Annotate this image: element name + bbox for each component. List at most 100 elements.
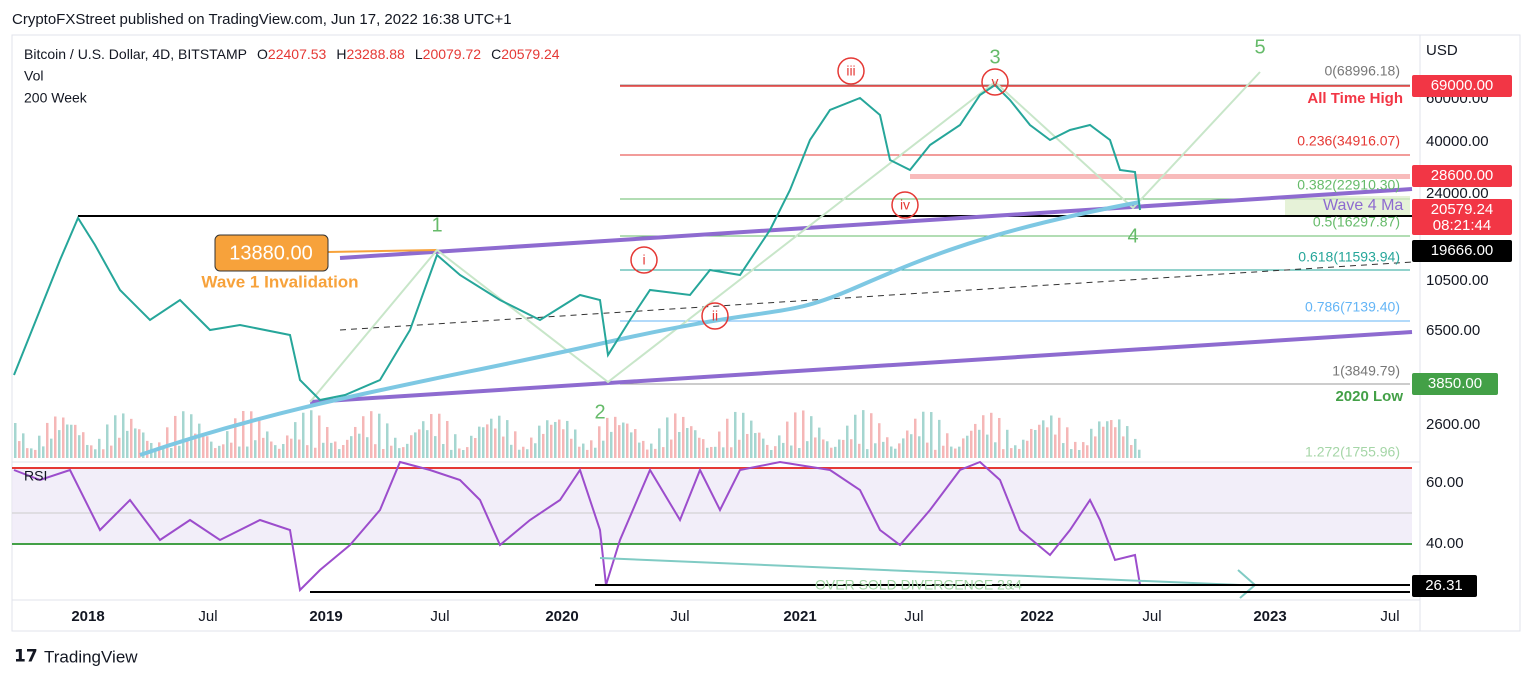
volume-bar [98,438,101,458]
volume-bar [790,445,793,458]
volume-bar [1026,440,1029,458]
volume-bar [674,413,677,458]
volume-bar [414,432,417,458]
volume-bar [970,430,973,458]
volume-bar [570,438,573,458]
volume-bar [682,416,685,458]
volume-bar [362,416,365,458]
price-label: 24000.00 [1426,185,1489,202]
volume-bar [782,442,785,458]
subwave: v [992,74,999,90]
volume-bar [486,424,489,458]
circle [837,57,865,85]
volume-bar [114,415,117,458]
volume-bar [778,435,781,458]
subwave: i [642,252,645,268]
volume-bar [326,427,329,458]
volume-bar [1118,419,1121,458]
volume-bar [770,449,773,458]
volume-bar [90,445,93,458]
volume-bar [1010,448,1013,458]
volume-bar [1058,417,1061,458]
volume-bar [694,430,697,458]
volume-bar [1122,436,1125,458]
volume-bar [1138,449,1141,458]
volume-bar [678,431,681,458]
volume-bar [70,424,73,458]
volume-bar [174,415,177,458]
volume-bar [322,442,325,458]
circle [891,191,919,219]
volume-bar [422,421,425,458]
divergence-line [599,557,1241,586]
badge [1412,75,1512,97]
subwave: iii [846,63,855,79]
volume-bar [518,449,521,458]
volume-bar [266,431,269,458]
volume-bar [878,423,881,458]
volume-bar [758,432,761,458]
volume-bar [898,443,901,458]
volume-bar [598,426,601,458]
volume-bar [82,432,85,458]
volume-bar [1006,429,1009,458]
volume-bar [710,446,713,458]
volume-bar [450,449,453,458]
volume-bar [574,429,577,458]
low: 20079.72 [423,46,482,62]
volume-bar [254,440,257,458]
fib-label: 0.5(16297.87) [1313,214,1400,230]
volume-bar [586,449,589,458]
ath-label: All Time High [1307,90,1403,107]
volume-bar [138,429,141,458]
volume-bar [982,415,985,458]
volume-bar [1082,442,1085,458]
volume-bar [978,429,981,458]
volume-bar [418,429,421,458]
time-label: 2018 [71,608,104,625]
volume-bar [434,436,437,458]
price-label: 6500.00 [1426,322,1480,339]
volume-bar [214,448,217,458]
volume-bar [390,445,393,458]
volume-bar [502,436,505,458]
volume-bar [494,428,497,458]
volume-bar [310,410,313,458]
published: CryptoFXStreet published on TradingView.… [12,11,512,28]
vol-label: Vol [24,68,43,84]
volume-bar [902,438,905,458]
volume-bar [1022,439,1025,458]
volume-bar [834,446,837,458]
volume-bar [946,433,949,458]
volume-bar [974,423,977,458]
price-label: 40000.00 [1426,133,1489,150]
wave: 5 [1254,36,1265,58]
invalidation-box [214,234,329,272]
volume-bar [54,416,57,458]
volume-bar [1030,428,1033,458]
badge [1412,199,1512,235]
volume-bar [182,411,185,458]
volume-bar [634,429,637,458]
volume-bar [298,439,301,458]
volume-bar [1070,449,1073,458]
volume-bar [74,424,77,458]
volume-bar [278,448,281,458]
wave: 3 [989,46,1000,68]
volume-bar [566,420,569,458]
badge-28600: 28600.00 [1431,167,1494,184]
volume-bar [1014,445,1017,458]
volume-bar [366,437,369,458]
volume-bar [590,440,593,458]
volume-bar [818,427,821,458]
volume-bar [106,424,109,458]
volume-bar [1098,421,1101,458]
volume-bar [754,433,757,458]
trendline [309,330,1413,404]
volume-bar [446,420,449,458]
volume-bar [206,436,209,458]
volume-bar [302,412,305,458]
volume-bar [438,413,441,458]
subwave: ii [712,308,718,324]
